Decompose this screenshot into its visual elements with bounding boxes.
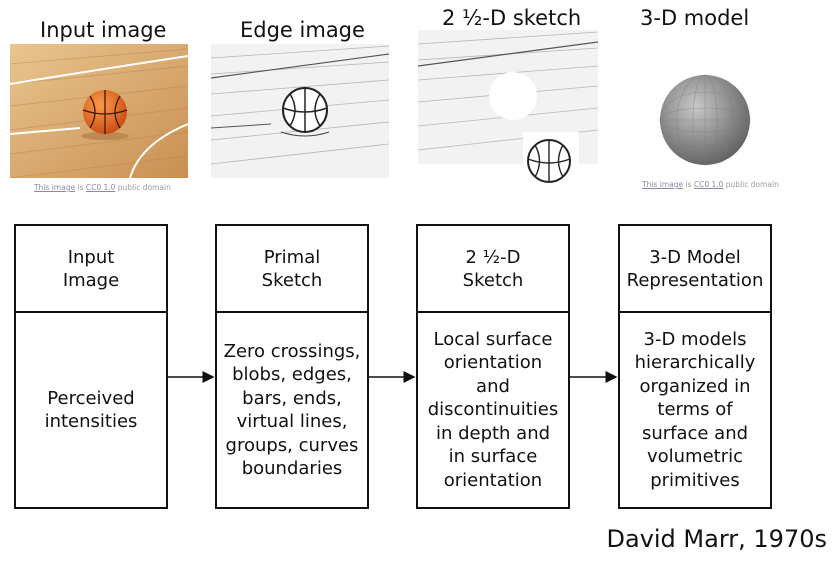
stage-two-half-d-sketch: 2 ½-D Sketch Local surface orientation a… [416, 224, 570, 509]
attribution: David Marr, 1970s [606, 525, 828, 553]
stage-3d-model: 3-D Model Representation 3-D models hier… [618, 224, 772, 509]
stage-description: 3-D models hierarchically organized in t… [634, 328, 756, 491]
stage-primal-sketch: Primal Sketch Zero crossings, blobs, edg… [215, 224, 369, 509]
model-image-credit: This image is CC0 1.0 public domain [642, 180, 779, 189]
stage-header: 2 ½-D Sketch [418, 226, 568, 313]
credit-link[interactable]: This image [642, 180, 684, 189]
sphere-model-image [655, 70, 755, 170]
credit-link[interactable]: This image [34, 183, 76, 192]
sketch-image [418, 30, 598, 188]
stage-header: 3-D Model Representation [620, 226, 770, 313]
license-link[interactable]: CC0 1.0 [85, 183, 116, 192]
input-image-title: Input image [40, 18, 167, 42]
input-basketball-photo [10, 44, 188, 178]
sketch-image-title: 2 ½-D sketch [442, 6, 582, 30]
edge-image-title: Edge image [240, 18, 365, 42]
edge-image [211, 44, 389, 178]
stage-input-image: Input Image Perceived intensities [14, 224, 168, 509]
stage-description: Local surface orientation and discontinu… [427, 328, 559, 491]
stage-description: Perceived intensities [44, 387, 138, 433]
stage-header: Input Image [16, 226, 166, 313]
stage-description: Zero crossings, blobs, edges, bars, ends… [223, 340, 361, 480]
model-image-title: 3-D model [640, 6, 750, 30]
input-image-credit: This image is CC0 1.0 public domain [34, 183, 171, 192]
license-link[interactable]: CC0 1.0 [693, 180, 724, 189]
stage-header: Primal Sketch [217, 226, 367, 313]
